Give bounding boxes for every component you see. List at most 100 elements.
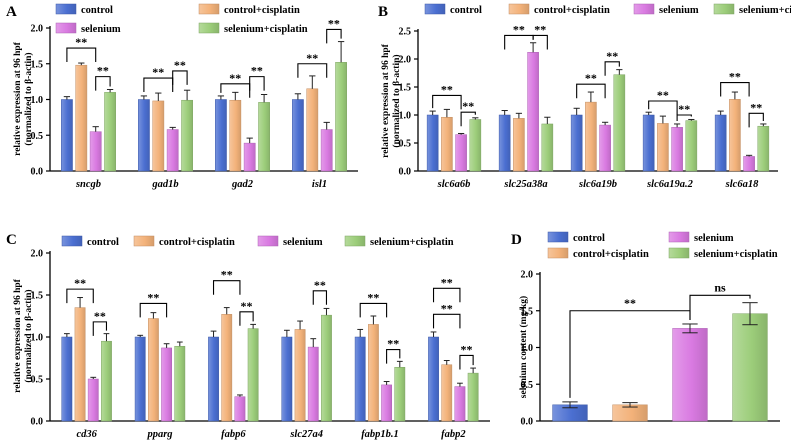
bar-control-cisplatin bbox=[657, 123, 669, 172]
x-category-label: slc6a19b bbox=[578, 179, 617, 190]
bar-selenium-cisplatin bbox=[174, 345, 186, 422]
significance-label: ** bbox=[251, 64, 263, 78]
bar-control-cisplatin bbox=[148, 318, 159, 422]
x-category-label: isl1 bbox=[312, 179, 327, 190]
significance-label: ** bbox=[75, 35, 87, 49]
significance-bracket bbox=[604, 61, 620, 76]
bar-selenium-cisplatin bbox=[541, 123, 554, 172]
significance-label: ** bbox=[657, 88, 669, 102]
legend-label: control+cisplatin bbox=[534, 5, 610, 16]
bar-control-cisplatin bbox=[294, 329, 306, 422]
significance-bracket bbox=[504, 34, 534, 50]
bar-selenium-cisplatin bbox=[613, 74, 626, 172]
bar-selenium bbox=[307, 346, 319, 422]
y-tick-label: 0.0 bbox=[399, 167, 412, 178]
bar-selenium-cisplatin bbox=[247, 328, 259, 422]
bar-selenium bbox=[243, 142, 256, 172]
significance-label: ** bbox=[441, 82, 453, 96]
significance-label: ** bbox=[94, 309, 106, 323]
significance-bracket bbox=[220, 83, 251, 98]
x-category-label: slc6a6b bbox=[437, 179, 471, 190]
significance-bracket bbox=[569, 310, 691, 398]
x-category-label: slc27a4 bbox=[289, 429, 323, 440]
significance-bracket bbox=[312, 290, 328, 305]
significance-bracket bbox=[648, 100, 678, 115]
bar-selenium-cisplatin bbox=[104, 92, 116, 172]
significance-label: ** bbox=[221, 268, 233, 282]
legend-label: control+cisplatin bbox=[224, 5, 300, 16]
significance-label: ** bbox=[174, 58, 186, 72]
significance-label: ** bbox=[441, 275, 453, 289]
y-axis-label: (normalized to β-actin) bbox=[23, 289, 34, 382]
significance-bracket bbox=[689, 294, 751, 320]
y-tick-label: 1.5 bbox=[521, 306, 534, 317]
significance-bracket bbox=[92, 321, 108, 336]
bar-control-cisplatin bbox=[585, 101, 597, 172]
significance-label: ** bbox=[74, 276, 86, 290]
bar-control bbox=[642, 114, 655, 172]
x-category-label: slc6a19a.2 bbox=[646, 179, 694, 190]
y-tick-label: 1.0 bbox=[399, 111, 412, 122]
legend-swatch bbox=[257, 235, 279, 247]
y-tick-label: 0.5 bbox=[399, 139, 412, 150]
y-axis-label: selenium content (mg/kg) bbox=[518, 296, 529, 398]
y-tick-label: 0.5 bbox=[31, 375, 44, 386]
bar-selenium-cisplatin bbox=[181, 99, 193, 172]
legend-label: selenium+cisplatin bbox=[739, 5, 791, 16]
legend-swatch bbox=[713, 3, 735, 15]
bar-selenium bbox=[527, 52, 539, 172]
legend-swatch bbox=[198, 22, 220, 34]
bar-selenium-cisplatin bbox=[685, 120, 698, 172]
x-category-label: pparg bbox=[146, 429, 172, 440]
y-tick-label: 2.0 bbox=[31, 24, 44, 35]
x-category-label: gad2 bbox=[231, 179, 254, 190]
legend-label: control+cisplatin bbox=[159, 237, 235, 248]
bar-control bbox=[281, 336, 293, 422]
legend-swatch bbox=[668, 231, 690, 243]
y-axis-label: relative expression at 96 hpf bbox=[381, 43, 391, 157]
significance-label: ns bbox=[714, 280, 726, 294]
significance-label: ** bbox=[441, 301, 453, 315]
bar-selenium-cisplatin bbox=[101, 340, 112, 422]
panel-letter: D bbox=[511, 232, 522, 248]
y-tick-label: 1.0 bbox=[31, 95, 44, 106]
significance-label: ** bbox=[462, 99, 474, 113]
legend-swatch bbox=[547, 247, 569, 259]
x-category-label: cd36 bbox=[76, 429, 97, 440]
y-tick-label: 0.5 bbox=[31, 131, 44, 142]
legend-label: control bbox=[450, 5, 482, 16]
significance-label: ** bbox=[306, 51, 318, 65]
significance-label: ** bbox=[97, 64, 109, 78]
significance-bracket bbox=[432, 94, 462, 110]
legend-label: selenium bbox=[659, 5, 699, 16]
y-tick-label: 2.0 bbox=[521, 270, 534, 281]
bar-control-cisplatin bbox=[729, 99, 741, 172]
legend-label: control bbox=[81, 5, 113, 16]
significance-label: ** bbox=[585, 71, 597, 85]
significance-label: ** bbox=[534, 22, 546, 36]
legend-label: selenium bbox=[694, 233, 734, 244]
significance-label: ** bbox=[241, 299, 253, 313]
significance-bracket bbox=[95, 76, 111, 91]
bar-control bbox=[354, 336, 366, 422]
significance-label: ** bbox=[147, 290, 159, 304]
y-tick-label: 2.0 bbox=[399, 55, 412, 66]
significance-bracket bbox=[359, 302, 388, 318]
y-tick-label: 1.5 bbox=[31, 59, 44, 70]
bar-selenium-cisplatin bbox=[321, 314, 332, 422]
significance-bracket bbox=[532, 34, 548, 50]
significance-label: ** bbox=[152, 65, 164, 79]
bar-selenium bbox=[454, 386, 466, 422]
bar-control bbox=[138, 99, 150, 172]
bar-control-cisplatin bbox=[75, 64, 88, 172]
significance-bracket bbox=[249, 76, 265, 91]
legend-swatch bbox=[508, 3, 530, 15]
significance-bracket bbox=[432, 313, 461, 329]
legend-label: selenium bbox=[283, 237, 323, 248]
y-tick-label: 1.5 bbox=[399, 83, 412, 94]
bar-control bbox=[426, 114, 439, 172]
significance-bracket bbox=[212, 280, 241, 295]
x-category-label: gad1b bbox=[151, 179, 178, 190]
